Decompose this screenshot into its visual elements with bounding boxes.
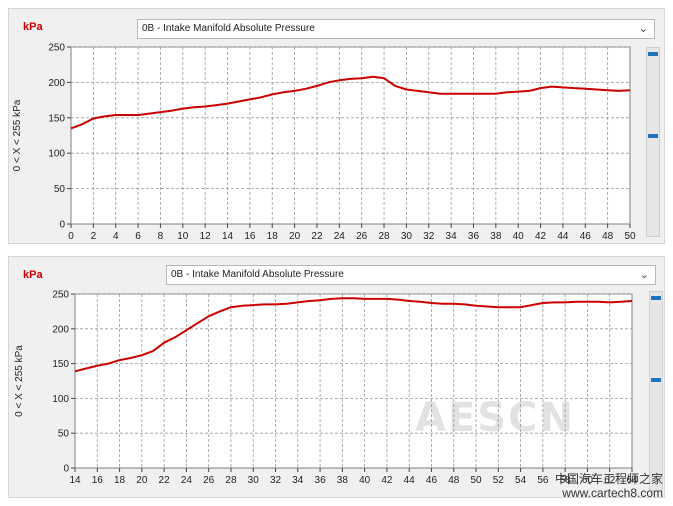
x-tick-label: 50 xyxy=(470,475,482,486)
x-tick-label: 54 xyxy=(515,475,527,486)
y-tick-label: 50 xyxy=(54,184,66,195)
scroll-marker-bottom[interactable] xyxy=(651,378,661,382)
x-tick-label: 22 xyxy=(311,231,323,242)
x-tick-label: 52 xyxy=(493,475,505,486)
x-tick-label: 18 xyxy=(114,475,126,486)
y-tick-label: 150 xyxy=(52,359,69,370)
x-tick-label: 14 xyxy=(222,231,234,242)
x-tick-label: 2 xyxy=(91,231,97,242)
pid-select-dropdown[interactable]: 0B - Intake Manifold Absolute Pressure ⌄ xyxy=(166,265,656,285)
x-tick-label: 16 xyxy=(92,475,104,486)
x-tick-label: 42 xyxy=(381,475,393,486)
x-tick-label: 50 xyxy=(624,231,636,242)
y-tick-label: 250 xyxy=(48,43,65,54)
unit-label: kPa xyxy=(23,21,43,33)
y-tick-label: 0 xyxy=(59,220,65,231)
x-tick-label: 32 xyxy=(423,231,435,242)
y-tick-label: 150 xyxy=(48,113,65,124)
unit-label: kPa xyxy=(23,269,43,281)
x-tick-label: 28 xyxy=(378,231,390,242)
x-tick-label: 10 xyxy=(177,231,189,242)
x-tick-label: 46 xyxy=(426,475,438,486)
vertical-scrollbar[interactable] xyxy=(649,291,663,491)
x-tick-label: 36 xyxy=(468,231,480,242)
x-tick-label: 34 xyxy=(446,231,458,242)
y-tick-label: 250 xyxy=(52,290,69,301)
x-tick-label: 20 xyxy=(136,475,148,486)
x-tick-label: 30 xyxy=(248,475,260,486)
x-tick-label: 30 xyxy=(401,231,413,242)
x-tick-label: 60 xyxy=(582,475,594,486)
watermark-logo: AESCN xyxy=(415,395,575,441)
x-tick-label: 14 xyxy=(69,475,81,486)
x-tick-label: 28 xyxy=(225,475,237,486)
plot-area xyxy=(74,293,633,469)
series-line-map xyxy=(74,297,633,373)
x-tick-label: 48 xyxy=(448,475,460,486)
y-tick-label: 100 xyxy=(48,149,65,160)
y-tick-label: 0 xyxy=(63,464,69,475)
scroll-marker-top[interactable] xyxy=(648,52,658,56)
x-tick-label: 6 xyxy=(135,231,141,242)
watermark-site-url: www.cartech8.com xyxy=(562,486,663,500)
x-tick-label: 34 xyxy=(292,475,304,486)
x-tick-label: 62 xyxy=(604,475,616,486)
chevron-down-icon[interactable]: ⌄ xyxy=(638,23,648,35)
x-tick-label: 18 xyxy=(267,231,279,242)
x-tick-label: 58 xyxy=(560,475,572,486)
x-tick-label: 32 xyxy=(270,475,282,486)
y-tick-label: 200 xyxy=(52,324,69,335)
x-tick-label: 38 xyxy=(490,231,502,242)
pid-select-value: 0B - Intake Manifold Absolute Pressure xyxy=(171,269,344,280)
chevron-down-icon[interactable]: ⌄ xyxy=(639,269,649,281)
x-tick-label: 16 xyxy=(244,231,256,242)
x-tick-label: 44 xyxy=(557,231,569,242)
scroll-marker-top[interactable] xyxy=(651,296,661,300)
x-tick-label: 44 xyxy=(404,475,416,486)
x-tick-label: 24 xyxy=(181,475,193,486)
x-tick-label: 26 xyxy=(203,475,215,486)
y-axis-label: 0 < X < 255 kPa xyxy=(14,345,25,417)
x-tick-label: 36 xyxy=(315,475,327,486)
x-tick-label: 22 xyxy=(159,475,171,486)
plot-area xyxy=(70,46,631,225)
x-tick-label: 8 xyxy=(158,231,164,242)
x-tick-label: 26 xyxy=(356,231,368,242)
series-line-map xyxy=(70,75,631,130)
x-tick-label: 40 xyxy=(359,475,371,486)
x-tick-label: 56 xyxy=(537,475,549,486)
x-tick-label: 42 xyxy=(535,231,547,242)
y-axis-label: 0 < X < 255 kPa xyxy=(12,99,23,171)
pid-select-dropdown[interactable]: 0B - Intake Manifold Absolute Pressure ⌄ xyxy=(137,19,655,39)
x-tick-label: 4 xyxy=(113,231,119,242)
scroll-marker-bottom[interactable] xyxy=(648,134,658,138)
x-tick-label: 0 xyxy=(68,231,74,242)
x-tick-label: 46 xyxy=(580,231,592,242)
y-tick-label: 100 xyxy=(52,394,69,405)
x-tick-label: 12 xyxy=(200,231,212,242)
x-tick-label: 64 xyxy=(626,475,638,486)
x-tick-label: 40 xyxy=(513,231,525,242)
watermark-site-cn: 中国汽车工程师之家 xyxy=(554,472,663,486)
y-tick-label: 50 xyxy=(58,429,70,440)
x-tick-label: 38 xyxy=(337,475,349,486)
y-tick-label: 200 xyxy=(48,78,65,89)
x-tick-label: 24 xyxy=(334,231,346,242)
x-tick-label: 20 xyxy=(289,231,301,242)
pid-select-value: 0B - Intake Manifold Absolute Pressure xyxy=(142,23,315,34)
x-tick-label: 48 xyxy=(602,231,614,242)
vertical-scrollbar[interactable] xyxy=(646,47,660,237)
watermark-text: 中国汽车工程师之家 www.cartech8.com xyxy=(555,472,663,500)
